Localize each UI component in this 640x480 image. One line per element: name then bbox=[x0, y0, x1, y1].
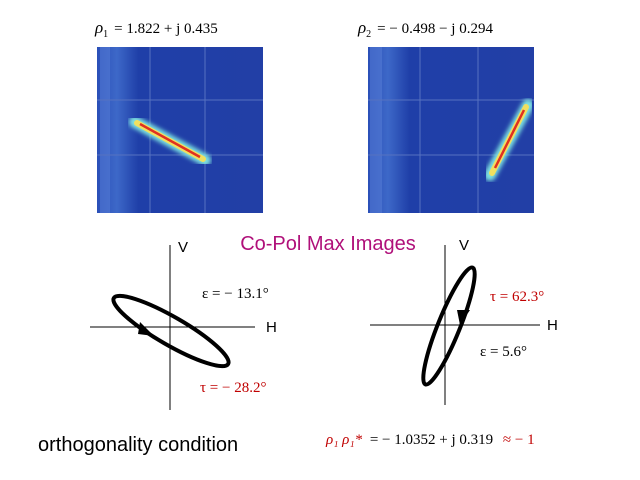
right-heatmap bbox=[368, 47, 534, 213]
product: ρ₁ ρ₁* bbox=[325, 432, 363, 448]
epsilon: ε = − 13.1° bbox=[202, 286, 269, 302]
h-axis-label: H bbox=[266, 319, 277, 336]
left-heatmap bbox=[97, 47, 263, 213]
symbol: ρ bbox=[357, 18, 366, 37]
condition-formula: ρ₁ ρ₁* = − 1.0352 + j 0.319 ≈ − 1 bbox=[325, 432, 535, 448]
condition-label: orthogonality condition bbox=[38, 434, 238, 456]
expression: = − 1.0352 + j 0.319 bbox=[370, 432, 493, 448]
left-polarization bbox=[90, 245, 255, 410]
symbol: ρ bbox=[94, 18, 103, 37]
approx: ≈ − 1 bbox=[503, 432, 535, 448]
epsilon: ε = 5.6° bbox=[480, 344, 527, 360]
h-axis-label: H bbox=[547, 317, 558, 334]
rho1-formula: ρ1 = 1.822 + j 0.435 bbox=[94, 18, 218, 40]
subscript: 1 bbox=[103, 29, 108, 40]
subscript: 2 bbox=[366, 29, 371, 40]
v-axis-label: V bbox=[178, 239, 188, 256]
right-polarization bbox=[370, 245, 540, 405]
title: Co-Pol Max Images bbox=[240, 233, 416, 255]
rho2-formula: ρ2 = − 0.498 − j 0.294 bbox=[357, 18, 493, 40]
expression: = − 0.498 − j 0.294 bbox=[377, 21, 493, 37]
tau: τ = − 28.2° bbox=[200, 380, 266, 396]
expression: = 1.822 + j 0.435 bbox=[114, 21, 218, 37]
tau: τ = 62.3° bbox=[490, 289, 544, 305]
v-axis-label: V bbox=[459, 237, 469, 254]
